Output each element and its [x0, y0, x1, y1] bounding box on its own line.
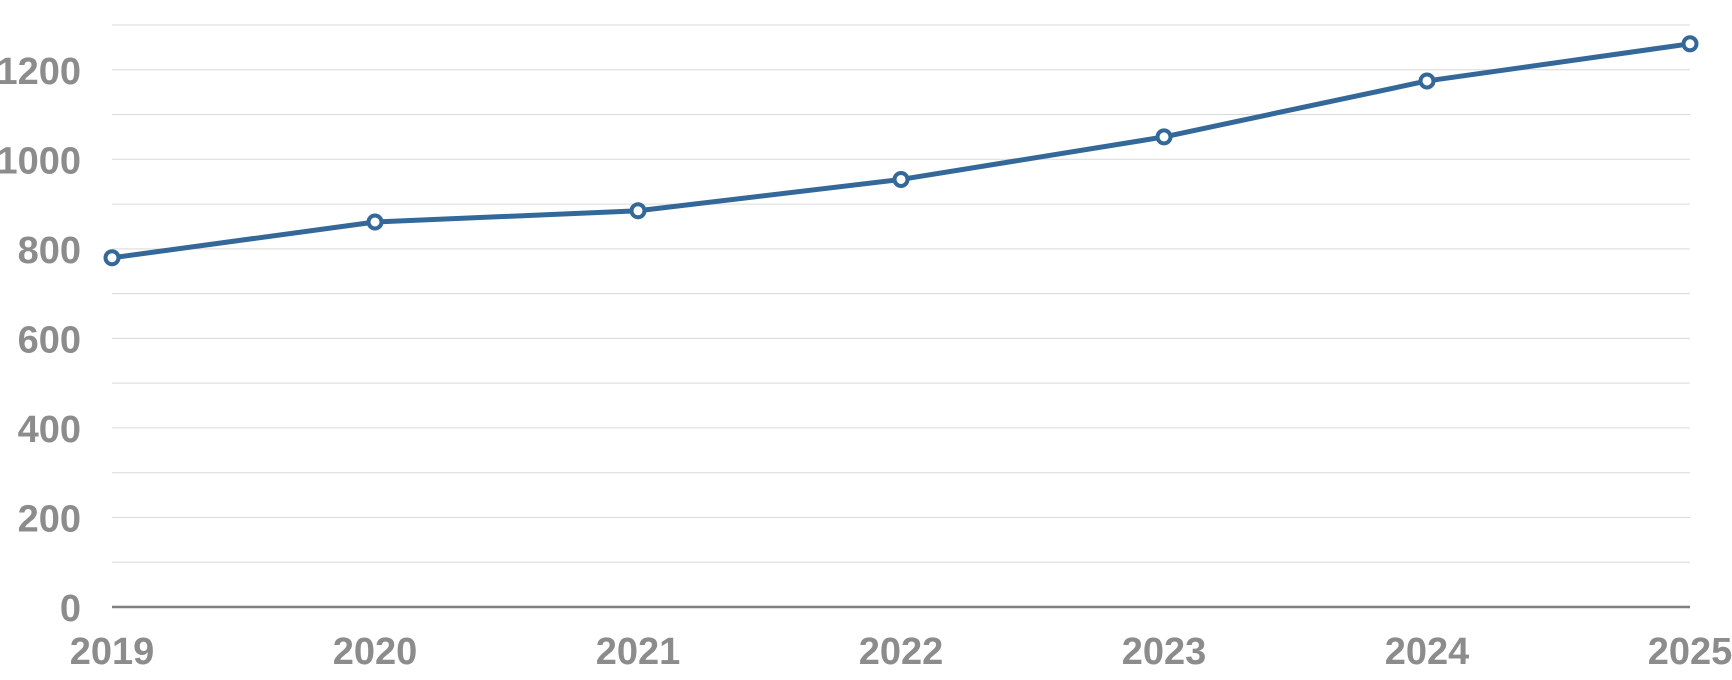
- series-group: [103, 35, 1699, 267]
- data-point: [892, 170, 910, 188]
- x-tick-label: 2019: [70, 631, 155, 673]
- data-point: [1681, 35, 1699, 53]
- data-point: [1418, 72, 1436, 90]
- y-tick-label: 0: [60, 588, 81, 630]
- y-tick-label: 200: [18, 498, 81, 540]
- y-tick-label: 800: [18, 230, 81, 272]
- data-point: [366, 213, 384, 231]
- y-axis-ticks: 0 200 400 600 800 1000 1200: [0, 51, 81, 630]
- x-tick-label: 2021: [596, 631, 681, 673]
- y-tick-label: 1200: [0, 51, 81, 93]
- x-axis-ticks: 2019 2020 2021 2022 2023 2024 2025: [70, 631, 1732, 673]
- x-tick-label: 2024: [1385, 631, 1470, 673]
- y-tick-label: 600: [18, 319, 81, 361]
- x-tick-label: 2020: [333, 631, 418, 673]
- x-tick-label: 2025: [1648, 631, 1732, 673]
- y-tick-label: 400: [18, 409, 81, 451]
- data-point: [629, 202, 647, 220]
- x-tick-label: 2022: [859, 631, 944, 673]
- data-point: [103, 249, 121, 267]
- series-line: [109, 41, 1693, 261]
- data-point: [1155, 128, 1173, 146]
- y-tick-label: 1000: [0, 140, 81, 182]
- gridlines: [112, 24, 1690, 563]
- x-tick-label: 2023: [1122, 631, 1207, 673]
